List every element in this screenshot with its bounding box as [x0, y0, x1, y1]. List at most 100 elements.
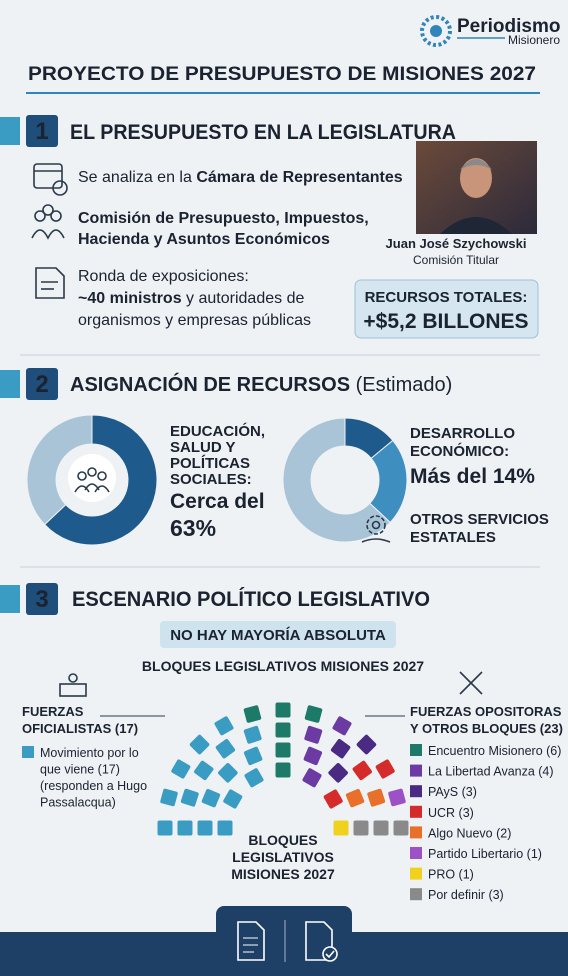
seat — [304, 725, 323, 744]
logo: Periodismo Misionero — [420, 15, 560, 47]
total-label: RECURSOS TOTALES: — [365, 289, 528, 306]
item-text: Se analiza en la Cámara de Representante… — [78, 169, 403, 186]
legend-label: Passalacqua) — [40, 796, 116, 810]
seat-bloc — [243, 702, 323, 778]
legend-label: Movimiento por lo — [40, 746, 139, 760]
page-title: PROYECTO DE PRESUPUESTO DE MISIONES 2027 — [28, 64, 536, 85]
seat — [223, 789, 243, 809]
legend-label: Partido Libertario (1) — [428, 847, 542, 861]
donut-chart — [282, 417, 408, 543]
donut-value: 63% — [170, 515, 216, 541]
seat — [160, 788, 178, 807]
donut-label: ECONÓMICO: — [410, 442, 509, 460]
item-text: Hacienda y Asuntos Económicos — [78, 231, 330, 248]
footer-icons — [237, 920, 338, 962]
group-heading: FUERZAS — [22, 704, 84, 719]
legend-label: que viene (17) — [40, 763, 120, 777]
legend-swatch — [410, 764, 422, 777]
section-number-box — [26, 368, 58, 400]
legend-label: PAyS (3) — [428, 785, 477, 799]
logo-mark — [420, 15, 452, 47]
seat-chart — [157, 702, 409, 836]
seat — [201, 788, 221, 808]
donut-label: EDUCACIÓN, — [170, 422, 265, 440]
item-text: organismos y empresas públicas — [78, 312, 311, 329]
seat-bloc — [388, 788, 406, 807]
legend-swatch — [410, 847, 422, 859]
seat — [218, 763, 238, 783]
donut-segment — [26, 414, 93, 526]
seat — [217, 820, 233, 836]
item-text-emphasis: ~40 ministros — [78, 290, 182, 307]
seat-bloc — [328, 734, 377, 783]
group-heading: Y OTROS BLOQUES (23) — [410, 721, 563, 736]
item-text: ~40 ministros y autoridades de — [78, 290, 304, 307]
seat-bloc — [157, 716, 264, 836]
seat-chart-label: LEGISLATIVOS — [232, 849, 334, 865]
legend-label: La Libertad Avanza (4) — [428, 765, 554, 779]
donut-chart — [26, 414, 158, 546]
donut-value: Cerca del — [170, 490, 265, 513]
chart-title: BLOQUES LEGISLATIVOS MISIONES 2027 — [142, 658, 424, 674]
people-icon — [31, 204, 65, 240]
section-heading: ASIGNACIÓN DE RECURSOS (Estimado) — [70, 372, 452, 396]
legend-swatch — [22, 746, 34, 758]
item-text-plain: y autoridades de — [182, 290, 305, 307]
legend-label: PRO (1) — [428, 868, 474, 882]
legend-swatch — [410, 785, 422, 798]
seat-chart-label: MISIONES 2027 — [231, 866, 335, 882]
document-icon — [35, 267, 65, 299]
people-icon — [68, 454, 116, 502]
legend-label: Algo Nuevo (2) — [428, 826, 511, 840]
legend-label: Encuentro Misionero (6) — [428, 744, 561, 758]
section-number-box — [26, 115, 58, 147]
donut-label: SOCIALES: — [170, 471, 252, 488]
seat — [244, 768, 264, 788]
seat — [388, 788, 406, 807]
seat — [345, 788, 365, 808]
section-heading: EL PRESUPUESTO EN LA LEGISLATURA — [70, 121, 456, 144]
seat-bloc — [323, 759, 395, 809]
seat — [189, 734, 210, 755]
seat — [177, 820, 193, 836]
item-text-plain: Se analiza en la — [78, 169, 196, 186]
seat — [323, 789, 343, 809]
seat — [375, 759, 395, 779]
donut-label: DESARROLLO — [410, 425, 515, 442]
seat — [304, 705, 323, 723]
seat — [243, 725, 262, 744]
section-number: 1 — [35, 118, 48, 145]
seat — [215, 739, 236, 759]
legend-swatch — [410, 826, 422, 839]
section-heading-main: ASIGNACIÓN DE RECURSOS — [70, 372, 350, 396]
badge-text: NO HAY MAYORÍA ABSOLUTA — [170, 627, 386, 644]
swords-icon — [459, 671, 483, 695]
section-number: 3 — [35, 586, 48, 613]
seat — [194, 760, 214, 781]
section-number: 2 — [35, 371, 48, 398]
seat — [356, 734, 377, 755]
section-accent — [0, 117, 20, 145]
seat — [275, 762, 291, 778]
seat — [243, 705, 262, 723]
seat — [275, 742, 291, 758]
seat — [353, 820, 369, 836]
seat-bloc — [353, 820, 409, 836]
section-heading: ESCENARIO POLÍTICO LEGISLATIVO — [72, 588, 430, 611]
donut-label: OTROS SERVICIOS — [410, 511, 549, 528]
brand: Periodismo — [457, 16, 560, 37]
item-text: Ronda de exposiciones: — [78, 268, 249, 285]
total-value: +$5,2 BILLONES — [363, 310, 528, 333]
gear-icon — [361, 515, 391, 543]
seat-bloc — [345, 788, 386, 808]
legend-swatch — [410, 744, 422, 756]
donut-value: Más del 14% — [410, 465, 535, 488]
seat — [243, 746, 263, 766]
seat — [333, 820, 349, 836]
seat — [197, 820, 213, 836]
group-heading: FUERZAS OPOSITORAS — [410, 704, 562, 719]
seat — [275, 722, 291, 738]
seat — [332, 716, 352, 736]
